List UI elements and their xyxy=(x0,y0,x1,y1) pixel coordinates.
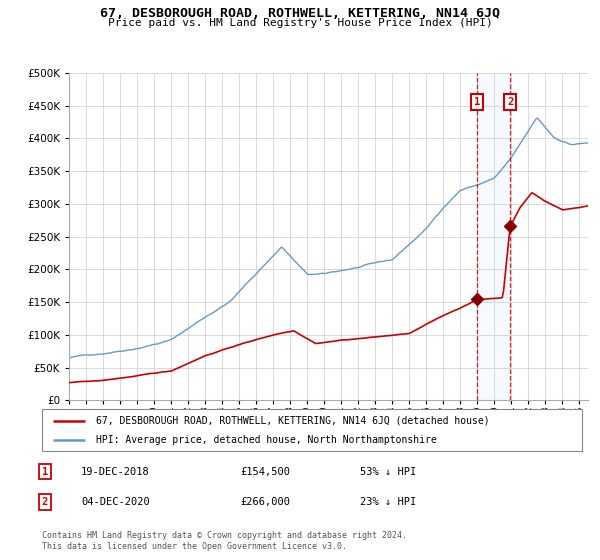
Text: 2: 2 xyxy=(507,97,513,108)
Text: £266,000: £266,000 xyxy=(240,497,290,507)
Text: This data is licensed under the Open Government Licence v3.0.: This data is licensed under the Open Gov… xyxy=(42,542,347,551)
Text: 2: 2 xyxy=(42,497,48,507)
Text: 1: 1 xyxy=(473,97,480,108)
Text: 1: 1 xyxy=(42,466,48,477)
Text: HPI: Average price, detached house, North Northamptonshire: HPI: Average price, detached house, Nort… xyxy=(96,435,437,445)
Text: Price paid vs. HM Land Registry's House Price Index (HPI): Price paid vs. HM Land Registry's House … xyxy=(107,18,493,29)
Text: £154,500: £154,500 xyxy=(240,466,290,477)
Text: 53% ↓ HPI: 53% ↓ HPI xyxy=(360,466,416,477)
Text: 19-DEC-2018: 19-DEC-2018 xyxy=(81,466,150,477)
Text: 67, DESBOROUGH ROAD, ROTHWELL, KETTERING, NN14 6JQ: 67, DESBOROUGH ROAD, ROTHWELL, KETTERING… xyxy=(100,7,500,20)
Text: 67, DESBOROUGH ROAD, ROTHWELL, KETTERING, NN14 6JQ (detached house): 67, DESBOROUGH ROAD, ROTHWELL, KETTERING… xyxy=(96,416,490,426)
FancyBboxPatch shape xyxy=(42,409,582,451)
Text: Contains HM Land Registry data © Crown copyright and database right 2024.: Contains HM Land Registry data © Crown c… xyxy=(42,531,407,540)
Text: 04-DEC-2020: 04-DEC-2020 xyxy=(81,497,150,507)
Bar xyxy=(477,73,510,400)
Text: 23% ↓ HPI: 23% ↓ HPI xyxy=(360,497,416,507)
